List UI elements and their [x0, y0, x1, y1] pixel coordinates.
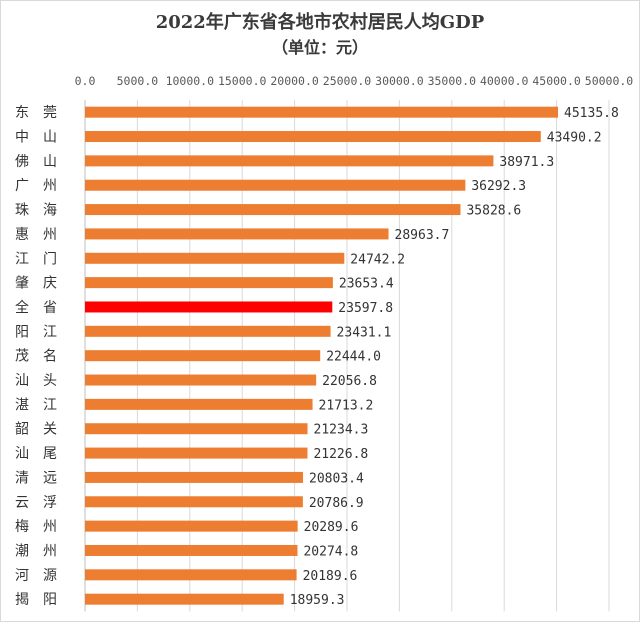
bar [85, 131, 541, 143]
bar [85, 398, 313, 410]
x-tick-label: 45000.0 [532, 74, 581, 88]
category-label: 湛 江 [15, 397, 57, 413]
data-label: 18959.3 [290, 593, 345, 608]
data-label: 20189.6 [303, 569, 358, 584]
x-tick-label: 20000.0 [270, 74, 319, 88]
x-tick-label: 0.0 [75, 74, 96, 88]
bar [85, 204, 461, 216]
category-label: 云 浮 [15, 495, 57, 511]
category-label: 清 远 [15, 470, 57, 486]
x-tick-label: 40000.0 [480, 74, 529, 88]
category-label: 中 山 [15, 130, 57, 146]
data-label: 23431.1 [337, 325, 392, 340]
bar [85, 228, 389, 240]
data-label: 22056.8 [322, 374, 377, 389]
bar [85, 471, 304, 483]
bars [85, 106, 559, 605]
bar [85, 106, 559, 118]
bar [85, 447, 308, 459]
category-label: 潮 州 [15, 543, 57, 559]
bar [85, 179, 466, 191]
data-label: 21226.8 [313, 447, 368, 462]
category-label: 揭 阳 [15, 592, 57, 608]
data-label: 23653.4 [339, 277, 394, 292]
category-label: 梅 州 [15, 519, 57, 535]
bar [85, 423, 308, 435]
category-label: 东 莞 [15, 105, 57, 121]
category-label: 汕 尾 [15, 446, 57, 462]
data-label: 35828.6 [466, 204, 521, 219]
bar [85, 350, 321, 362]
x-axis-ticks: 0.0 5000.0 10000.0 15000.0 20000.0 25000.0 300… [75, 74, 634, 88]
bar [85, 569, 297, 581]
data-label: 20289.6 [304, 520, 359, 535]
bar [85, 325, 331, 337]
data-label: 28963.7 [395, 228, 450, 243]
data-label: 21713.2 [319, 398, 374, 413]
category-label: 全 省 [15, 299, 57, 316]
data-label: 21234.3 [314, 423, 369, 438]
data-label: 23597.8 [338, 301, 393, 316]
data-label: 20786.9 [309, 496, 364, 511]
bar [85, 496, 303, 508]
x-tick-label: 5000.0 [117, 74, 159, 88]
chart-title: 2022年广东省各地市农村居民人均GDP [156, 11, 485, 33]
data-label: 22444.0 [326, 350, 381, 365]
x-tick-label: 35000.0 [428, 74, 477, 88]
data-label: 20803.4 [309, 471, 364, 486]
x-tick-label: 15000.0 [218, 74, 267, 88]
category-label: 肇 庆 [15, 276, 57, 292]
bar [85, 277, 333, 289]
category-label: 广 州 [15, 178, 57, 194]
bar [85, 520, 298, 532]
x-tick-label: 50000.0 [585, 74, 634, 88]
x-tick-label: 30000.0 [375, 74, 424, 88]
category-label: 汕 头 [15, 373, 57, 389]
data-label: 38971.3 [499, 155, 554, 170]
bar [85, 374, 317, 386]
category-label: 茂 名 [15, 348, 57, 365]
category-labels: 东 莞中 山佛 山广 州珠 海惠 州江 门肇 庆全 省阳 江茂 名汕 头湛 江韶… [15, 105, 57, 608]
category-label: 阳 江 [15, 324, 57, 340]
data-label: 45135.8 [564, 106, 619, 121]
category-label: 韶 关 [15, 422, 57, 438]
category-label: 河 源 [15, 568, 57, 584]
data-label: 36292.3 [471, 179, 526, 194]
category-label: 惠 州 [15, 227, 57, 243]
data-label: 43490.2 [547, 131, 602, 146]
x-tick-label: 10000.0 [166, 74, 215, 88]
bar [85, 252, 345, 264]
x-tick-label: 25000.0 [323, 74, 372, 88]
data-labels: 45135.8 43490.2 38971.3 36292.3 35828.6 28963… [290, 106, 619, 608]
data-label: 24742.2 [350, 252, 405, 267]
bar-highlight [85, 301, 333, 313]
chart-subtitle: （单位：元） [272, 38, 368, 57]
category-label: 江 门 [15, 251, 57, 267]
bar [85, 593, 284, 605]
data-label: 20274.8 [303, 544, 358, 559]
bar [85, 155, 494, 167]
bar [85, 544, 298, 556]
category-label: 珠 海 [15, 203, 57, 219]
category-label: 佛 山 [15, 154, 57, 170]
